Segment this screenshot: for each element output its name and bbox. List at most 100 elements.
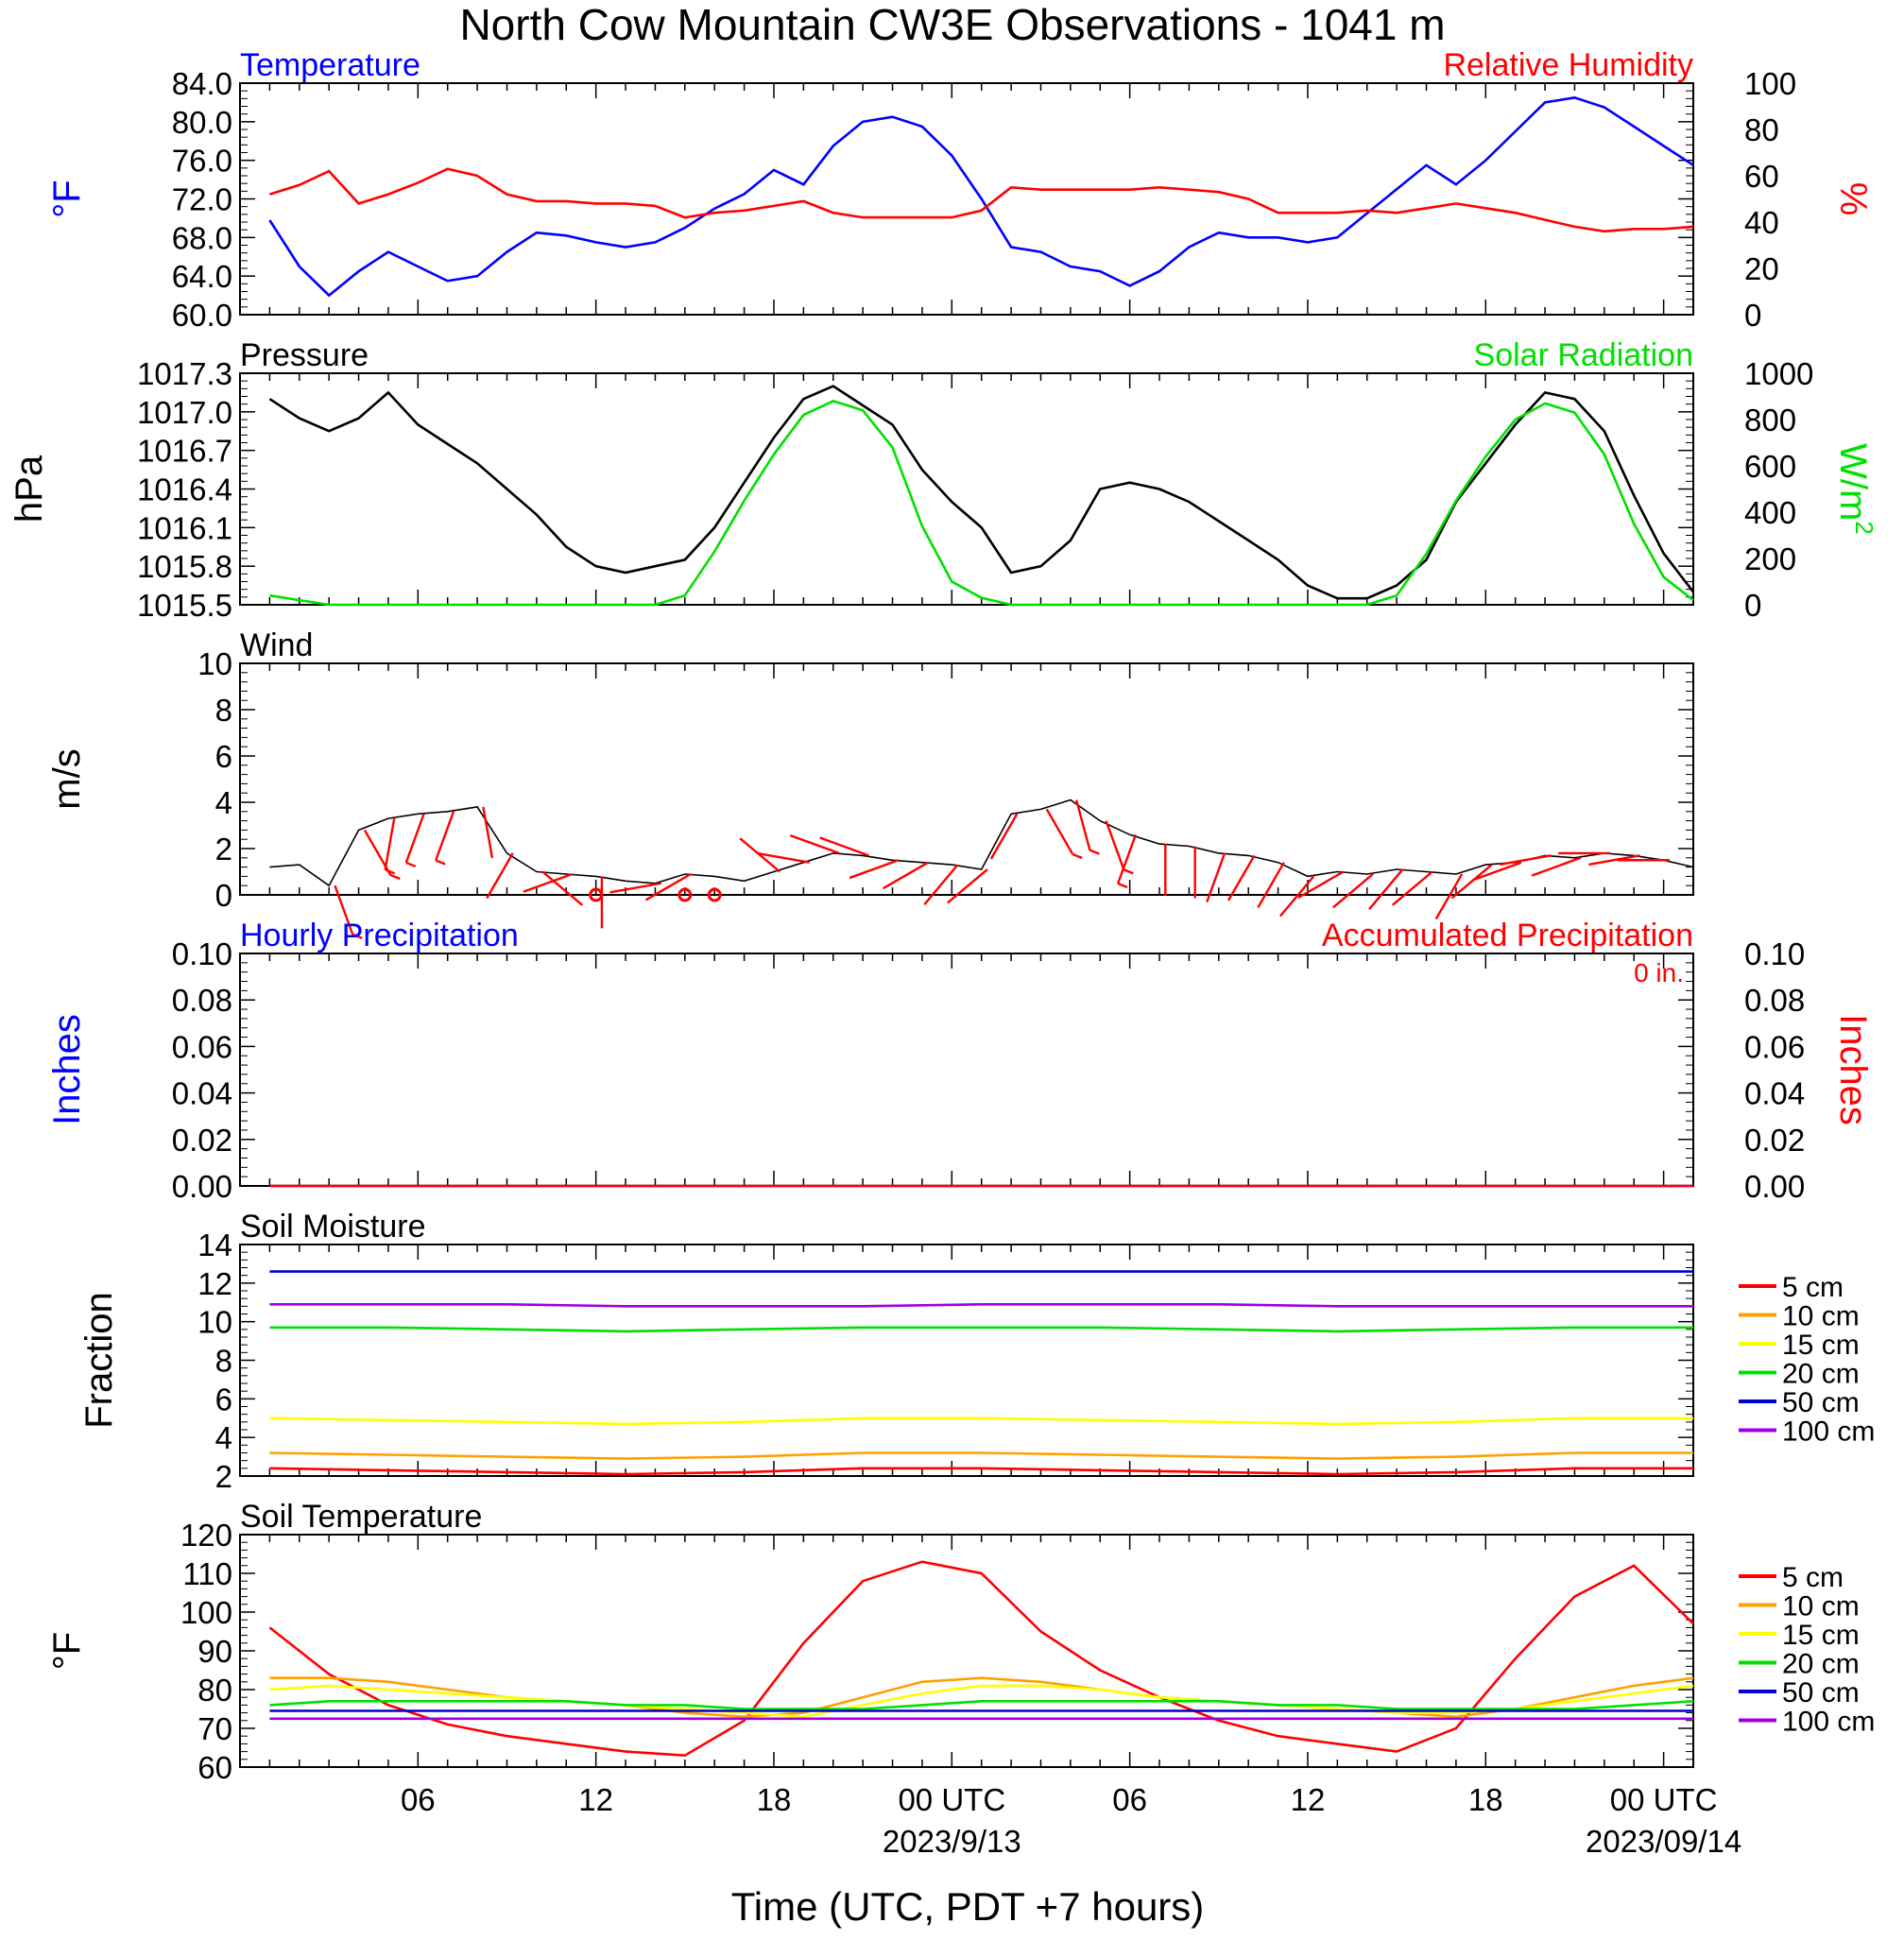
panel-frame: [239, 372, 1694, 606]
wind-barb: [1368, 868, 1404, 910]
wind-barb: [758, 851, 810, 864]
wind-barb: [947, 868, 988, 904]
wind-barb: [1116, 833, 1138, 884]
wind-barb-flag: [1089, 849, 1100, 855]
wind-barb-flag: [435, 859, 446, 866]
legend-label: 50 cm: [1782, 1387, 1860, 1418]
y-axis-title-right-sup: 2: [1850, 521, 1878, 534]
y-tick-label: 14: [197, 1228, 232, 1262]
y-right-tick-label: 40: [1744, 205, 1779, 240]
panel-title: Hourly Precipitation: [240, 918, 519, 953]
legend-label: 15 cm: [1782, 1330, 1860, 1361]
panels: 84.080.076.072.068.064.060.0100806040200…: [9, 47, 1878, 1859]
wind-barb: [1257, 862, 1285, 908]
y-right-tick-label: 0.04: [1744, 1076, 1805, 1111]
y-tick-label: 64.0: [172, 259, 232, 294]
wind-barb: [1588, 854, 1640, 867]
y-tick-label: 110: [182, 1556, 232, 1591]
y-tick-label: 1015.8: [137, 549, 232, 584]
y-tick-label: 0.08: [172, 983, 232, 1018]
wind-barb: [1226, 854, 1256, 901]
y-tick-label: 2: [215, 1459, 232, 1494]
y-tick-label: 1015.5: [137, 588, 232, 623]
y-tick-label: 8: [215, 693, 232, 728]
series-line: [269, 1700, 1694, 1710]
wind-barb: [523, 872, 573, 893]
x-tick-label: 00 UTC: [1610, 1782, 1718, 1817]
y-tick-label: 1017.0: [137, 395, 232, 430]
calm-wind-marker: [589, 887, 604, 902]
y-tick-label: 0.04: [172, 1076, 232, 1111]
y-tick-label: 60.0: [172, 298, 232, 333]
x-date-label: 2023/9/13: [883, 1824, 1021, 1859]
x-date-label: 2023/09/14: [1586, 1824, 1741, 1859]
y-axis-title: m/s: [46, 748, 88, 809]
wind-barb: [482, 806, 494, 859]
y-tick-label: 4: [215, 1420, 232, 1455]
x-tick-label: 00 UTC: [898, 1782, 1005, 1817]
panel-frame: [239, 662, 1694, 896]
wind-barb-flag: [1072, 852, 1083, 860]
y-right-tick-label: 0: [1744, 298, 1761, 333]
y-right-tick-label: 400: [1744, 495, 1796, 530]
calm-wind-marker: [678, 887, 693, 902]
y-right-tick-label: 0.02: [1744, 1123, 1805, 1158]
y-right-tick-label: 60: [1744, 159, 1779, 194]
y-right-tick-label: 200: [1744, 541, 1796, 576]
wind-barb: [1297, 870, 1345, 900]
wind-barb: [404, 813, 425, 864]
series-line: [269, 1684, 1694, 1719]
legend-label: 50 cm: [1782, 1677, 1860, 1708]
legend-label: 20 cm: [1782, 1359, 1860, 1390]
y-right-tick-label: 0.00: [1744, 1169, 1805, 1204]
x-tick-label: 06: [1112, 1782, 1147, 1817]
legend-label: 5 cm: [1782, 1562, 1844, 1593]
legend-label: 10 cm: [1782, 1301, 1860, 1332]
x-tick-label: 18: [757, 1782, 792, 1817]
y-right-tick-label: 0.06: [1744, 1029, 1805, 1064]
wind-barb: [1391, 870, 1433, 906]
wind-barb: [1471, 861, 1522, 882]
wind-barb: [882, 861, 929, 890]
y-axis-title: hPa: [9, 455, 50, 523]
y-tick-label: 12: [197, 1266, 232, 1301]
wind-barb: [1531, 856, 1582, 877]
y-tick-label: 100: [180, 1595, 232, 1630]
wind-barb: [1045, 808, 1074, 855]
wind-barb: [1332, 873, 1374, 909]
y-tick-label: 76.0: [172, 144, 232, 179]
y-right-tick-label: 0.10: [1744, 936, 1805, 971]
wind-barb: [334, 884, 354, 936]
y-right-tick-label: 20: [1744, 251, 1779, 286]
wind-barb: [819, 836, 869, 857]
panel-title: Pressure: [240, 337, 369, 373]
y-tick-label: 120: [180, 1518, 232, 1553]
wind-barb: [1074, 799, 1091, 850]
wind-barb: [1105, 820, 1125, 870]
wind-barb: [363, 829, 392, 876]
series-line: [269, 1451, 1693, 1460]
wind-barb: [644, 872, 692, 901]
series-line: [268, 95, 1694, 298]
y-tick-label: 10: [197, 646, 232, 681]
wind-barb-flag: [385, 868, 396, 875]
series-line: [269, 1467, 1693, 1476]
wind-barb: [1499, 854, 1552, 867]
panel-title: Soil Moisture: [240, 1209, 426, 1245]
x-tick-label: 18: [1468, 1782, 1503, 1817]
y-tick-label: 1016.4: [137, 472, 232, 507]
series-line: [269, 400, 1694, 607]
panel-title: Wind: [240, 627, 313, 663]
y-tick-label: 0.00: [172, 1169, 232, 1204]
wind-barb: [435, 811, 455, 861]
y-right-tick-label: 600: [1744, 449, 1796, 484]
panel-title-right: Accumulated Precipitation: [1322, 918, 1693, 953]
wind-barb-flag: [352, 933, 363, 939]
y-tick-label: 1017.3: [137, 356, 232, 391]
legend-label: 10 cm: [1782, 1591, 1860, 1622]
wind-barb-flag: [1123, 868, 1134, 875]
wind-barb: [789, 833, 840, 855]
wind-barb: [1278, 875, 1315, 918]
wind-barb: [849, 859, 900, 880]
y-axis-title-right: W/m2: [1832, 443, 1878, 535]
